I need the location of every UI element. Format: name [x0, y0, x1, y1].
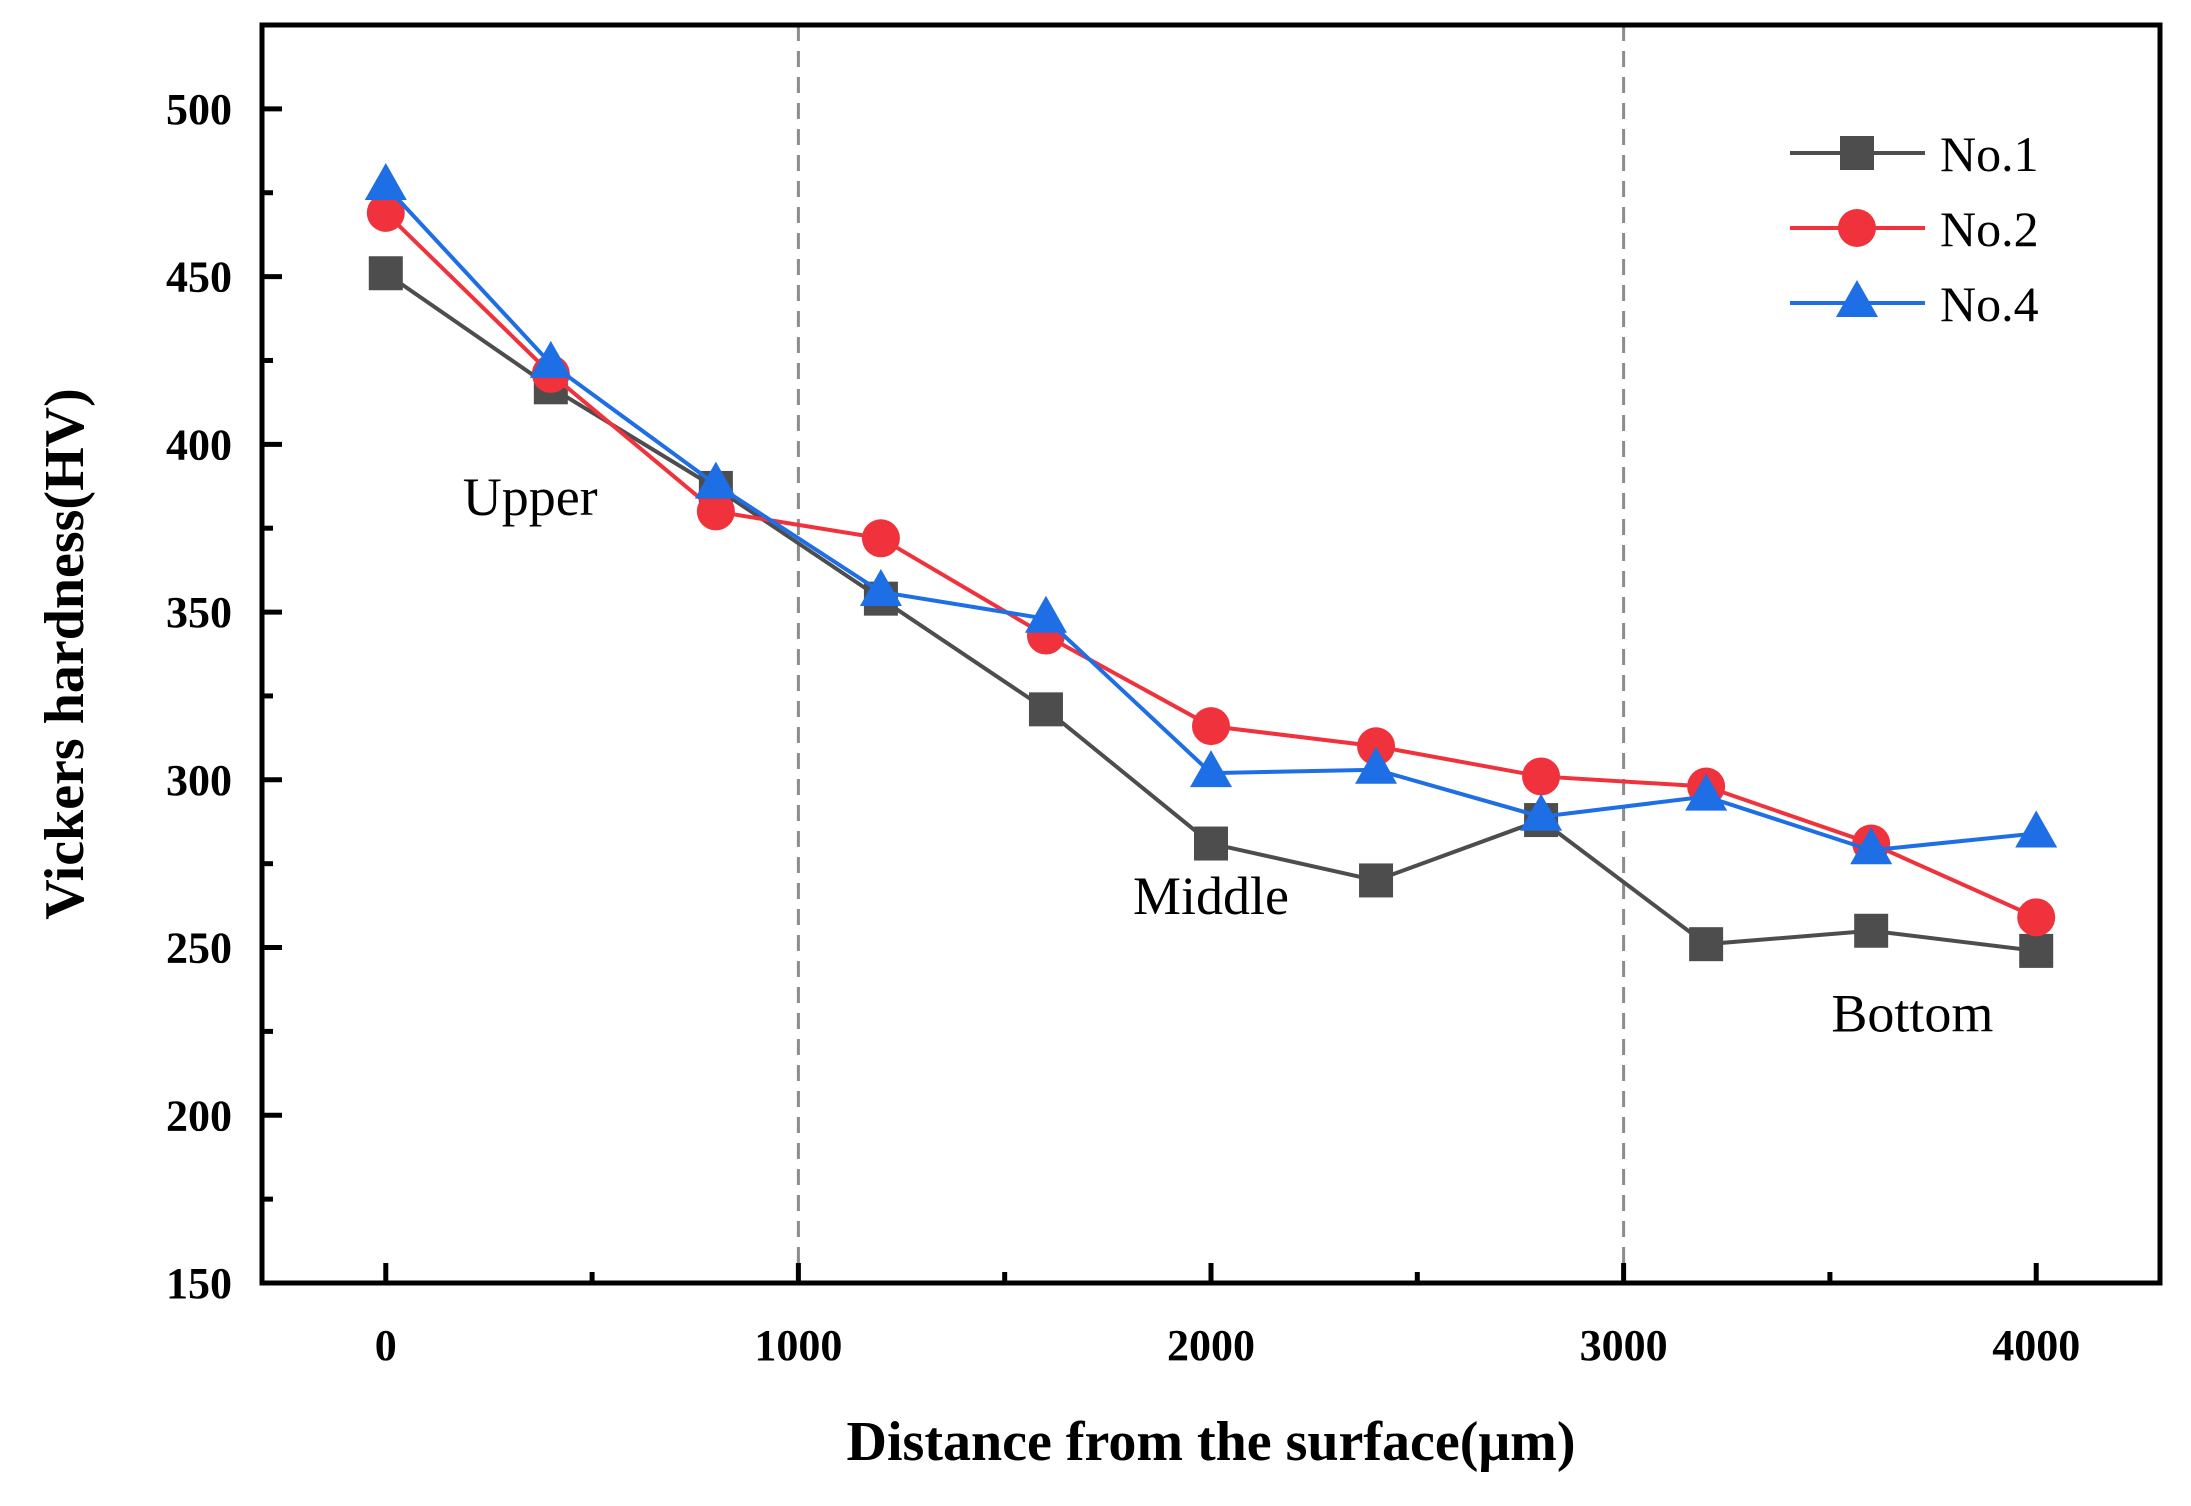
legend-label-no4: No.4	[1940, 276, 2039, 332]
data-point-no1	[2019, 933, 2054, 968]
data-point-no1	[1359, 863, 1394, 898]
data-point-no1	[1854, 913, 1889, 948]
y-axis-title: Vickers hardness(HV)	[34, 388, 96, 919]
axis-ticks: 0 1000 2000 3000 4000 150 200 250 300 350 400 450 50…	[166, 85, 2080, 1370]
legend-label-no1: No.1	[1940, 126, 2039, 182]
data-point-no2	[2017, 898, 2056, 937]
data-point-no4	[1355, 746, 1398, 784]
data-point-no1	[1194, 826, 1228, 861]
y-tick-label: 400	[166, 420, 232, 469]
data-point-no4	[1850, 827, 1893, 865]
y-tick-label: 250	[166, 924, 232, 973]
y-tick-label: 300	[166, 756, 232, 805]
series-no2	[366, 193, 2056, 937]
x-tick-label: 2000	[1167, 1321, 1255, 1370]
data-point-no2	[366, 193, 405, 232]
data-point-no4	[2015, 810, 2058, 848]
x-tick-label: 1000	[754, 1321, 842, 1370]
region-label: Upper	[463, 467, 598, 527]
data-point-no2	[696, 492, 735, 531]
series-line-no2	[384, 211, 2038, 920]
legend: No.1 No.2 No.4	[1790, 126, 2039, 332]
data-point-no2	[1522, 757, 1561, 796]
data-point-no4	[364, 163, 407, 201]
data-point-no4	[1685, 773, 1728, 811]
region-annotations: Upper Middle Bottom	[463, 467, 1994, 1044]
series-no4	[364, 163, 2058, 865]
x-axis-title: Distance from the surface(μm)	[847, 1411, 1576, 1473]
data-point-no4	[529, 340, 572, 378]
data-point-no1	[1028, 692, 1063, 727]
data-point-no2	[861, 519, 900, 558]
x-tick-label: 3000	[1580, 1321, 1668, 1370]
data-point-no4	[1024, 595, 1067, 633]
x-tick-label: 0	[375, 1321, 397, 1370]
data-point-no4	[859, 568, 902, 606]
data-series	[364, 163, 2058, 968]
data-point-no1	[1689, 927, 1724, 962]
y-tick-label: 450	[166, 253, 232, 302]
series-no1	[368, 256, 2054, 968]
legend-marker-no4	[1836, 280, 1878, 317]
data-point-no1	[368, 256, 403, 291]
data-point-no4	[1520, 793, 1563, 831]
y-tick-label: 200	[166, 1091, 232, 1140]
y-tick-label: 500	[166, 85, 232, 134]
plot-frame	[259, 22, 2163, 1286]
y-tick-label: 350	[166, 588, 232, 637]
y-tick-label: 150	[166, 1259, 232, 1308]
region-dividers	[796, 25, 1626, 1283]
region-label: Middle	[1133, 866, 1289, 926]
region-label: Bottom	[1831, 983, 1993, 1043]
data-point-no4	[694, 461, 737, 499]
data-point-no2	[1357, 727, 1396, 766]
legend-marker-no2	[1838, 209, 1876, 247]
legend-marker-no1	[1840, 136, 1874, 170]
data-point-no2	[1192, 707, 1230, 746]
x-tick-label: 4000	[1992, 1321, 2080, 1370]
legend-label-no2: No.2	[1940, 201, 2039, 257]
data-point-no4	[1190, 750, 1232, 788]
